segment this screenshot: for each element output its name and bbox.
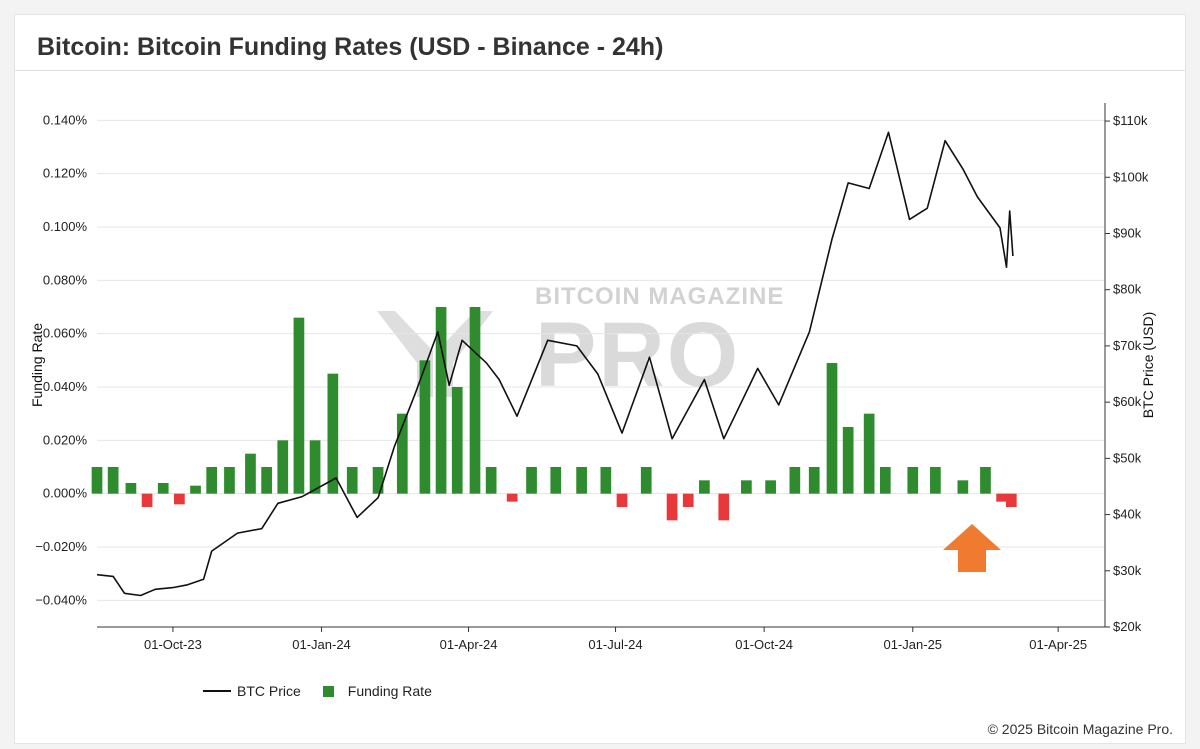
funding-bar [206, 467, 218, 494]
x-tick-label: 01-Oct-24 [735, 637, 793, 652]
right-tick-label: $20k [1113, 619, 1142, 634]
funding-bar [640, 467, 652, 494]
left-axis-ticks: 0.140% 0.120% 0.100% 0.080% 0.060% 0.040% 0.02… [35, 112, 87, 607]
funding-bar [485, 467, 497, 494]
x-tick-label: 01-Jan-25 [883, 637, 942, 652]
funding-bar [451, 387, 463, 494]
funding-bar [930, 467, 941, 494]
funding-bar [808, 467, 820, 494]
funding-bar [224, 467, 235, 494]
funding-bar [372, 467, 384, 494]
funding-bar [826, 363, 838, 494]
funding-bar [699, 480, 710, 494]
funding-bar [907, 467, 919, 494]
funding-bar [469, 307, 481, 494]
x-tick-label: 01-Apr-24 [440, 637, 498, 652]
left-tick-label: 0.000% [43, 486, 88, 501]
funding-bar [190, 485, 201, 494]
funding-bar [157, 483, 169, 494]
funding-bar [107, 467, 119, 494]
left-tick-label: 0.080% [43, 272, 88, 287]
watermark-big-text: PRO [535, 304, 741, 406]
funding-bar [396, 413, 408, 494]
x-axis-ticks: 01-Oct-23 01-Jan-24 01-Apr-24 01-Jul-24 01-O… [144, 627, 1087, 652]
funding-bar [125, 483, 137, 494]
right-tick-label: $60k [1113, 394, 1142, 409]
funding-bar [980, 467, 991, 494]
funding-bar [327, 373, 339, 494]
funding-bar [616, 493, 628, 507]
funding-bar [718, 493, 730, 521]
funding-bar [293, 317, 305, 494]
funding-bar [261, 467, 272, 494]
chart-card: Bitcoin: Bitcoin Funding Rates (USD - Bi… [14, 14, 1186, 744]
funding-bars [91, 307, 1017, 521]
legend-funding-label: Funding Rate [347, 683, 432, 699]
left-tick-label: 0.020% [43, 432, 88, 447]
right-tick-label: $50k [1113, 450, 1142, 465]
watermark-logo-icon [377, 311, 493, 397]
funding-bar [1005, 493, 1017, 507]
funding-bar [996, 493, 1007, 502]
funding-bar [765, 480, 776, 494]
right-tick-label: $90k [1113, 225, 1142, 240]
funding-bar [245, 453, 256, 494]
page-title: Bitcoin: Bitcoin Funding Rates (USD - Bi… [37, 33, 664, 61]
funding-bar [741, 480, 752, 494]
right-tick-label: $100k [1113, 169, 1149, 184]
btc-price-series [96, 131, 1014, 597]
legend-price-label: BTC Price [237, 683, 301, 699]
left-tick-label: 0.140% [43, 112, 88, 127]
right-tick-label: $70k [1113, 338, 1142, 353]
up-arrow-icon [943, 524, 1001, 572]
left-tick-label: −0.040% [35, 592, 87, 607]
left-tick-label: 0.100% [43, 219, 88, 234]
x-tick-label: 01-Oct-23 [144, 637, 202, 652]
copyright: © 2025 Bitcoin Magazine Pro. [987, 721, 1173, 737]
funding-bar [550, 467, 562, 494]
right-tick-label: $30k [1113, 563, 1142, 578]
funding-bar [435, 307, 447, 494]
left-tick-label: −0.020% [35, 539, 87, 554]
right-axis-title: BTC Price (USD) [1140, 312, 1156, 419]
right-axis-ticks: $110k $100k $90k $80k $70k $60k $50k $40k $30k $2… [1105, 113, 1149, 634]
price-line [96, 131, 1014, 597]
left-tick-label: 0.040% [43, 379, 88, 394]
watermark-top-text: BITCOIN MAGAZINE [535, 283, 785, 310]
funding-bar [600, 467, 612, 494]
funding-bar [863, 413, 875, 494]
funding-bar [576, 467, 587, 494]
funding-bar [957, 480, 969, 494]
axes [97, 103, 1106, 628]
funding-rate-chart: 0.140% 0.120% 0.100% 0.080% 0.060% 0.040% 0.02… [29, 103, 1156, 652]
legend: BTC Price Funding Rate [203, 683, 432, 699]
left-axis-title: Funding Rate [29, 323, 45, 407]
right-tick-label: $80k [1113, 282, 1142, 297]
funding-bar [682, 493, 694, 507]
left-tick-label: 0.060% [43, 326, 88, 341]
funding-bar [346, 467, 358, 494]
x-tick-label: 01-Jul-24 [588, 637, 642, 652]
legend-price-swatch [203, 690, 231, 692]
right-tick-label: $110k [1113, 113, 1148, 128]
funding-bar [141, 493, 153, 507]
left-tick-label: 0.120% [43, 166, 88, 181]
funding-bar [526, 467, 537, 494]
funding-bar [789, 467, 801, 494]
right-tick-label: $40k [1113, 507, 1142, 522]
gridlines [97, 119, 1105, 601]
x-tick-label: 01-Apr-25 [1029, 637, 1087, 652]
funding-bar [174, 493, 185, 505]
funding-bar [309, 440, 321, 494]
funding-bar [879, 467, 891, 494]
title-divider [15, 70, 1185, 71]
funding-bar [666, 493, 678, 521]
x-tick-label: 01-Jan-24 [292, 637, 351, 652]
funding-bar [91, 467, 103, 494]
funding-bar [419, 360, 431, 494]
funding-bar [842, 427, 854, 494]
legend-funding-swatch [322, 685, 334, 697]
funding-bar [506, 493, 518, 502]
funding-bar [277, 440, 289, 494]
